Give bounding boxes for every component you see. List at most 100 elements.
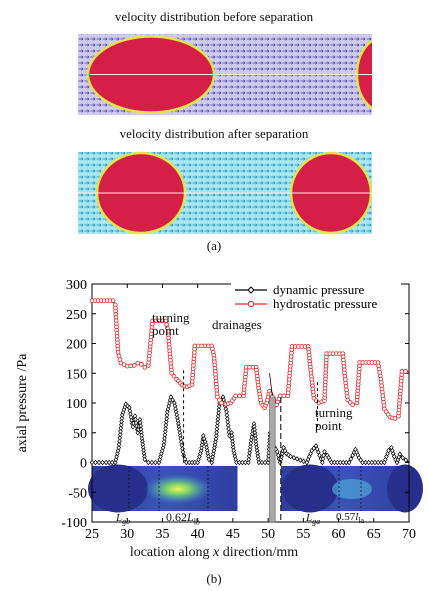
- legend-label: hydrostatic pressure: [273, 296, 378, 311]
- dynamic-marker: [400, 454, 405, 461]
- dynamic-marker: [119, 415, 125, 421]
- dynamic-marker: [215, 422, 220, 429]
- dynamic-marker: [89, 459, 95, 466]
- panel-b-label: (b): [206, 571, 222, 586]
- dynamic-marker: [335, 459, 340, 466]
- dynamic-marker: [309, 447, 315, 454]
- y-tick-label: 50: [73, 427, 87, 442]
- dynamic-marker: [161, 441, 167, 448]
- hydrostatic-marker: [110, 298, 116, 303]
- dynamic-marker: [234, 459, 239, 466]
- label-L-gb: Lgb: [116, 512, 131, 527]
- x-tick-label: 65: [367, 527, 381, 542]
- dynamic-marker: [340, 459, 346, 466]
- inset-left-bubble: [88, 464, 148, 513]
- dynamic-marker: [320, 456, 326, 462]
- dynamic-marker: [162, 435, 167, 441]
- dynamic-marker: [360, 459, 365, 466]
- hydrostatic-marker: [142, 364, 148, 370]
- dynamic-marker: [162, 432, 168, 438]
- dynamic-marker: [93, 459, 98, 466]
- x-tick-label: 30: [120, 527, 134, 542]
- dynamic-marker: [298, 457, 303, 463]
- dynamic-marker: [212, 441, 218, 448]
- y-tick-label: 200: [66, 338, 87, 353]
- dynamic-marker: [403, 457, 409, 463]
- dynamic-marker: [106, 459, 112, 466]
- hydrostatic-marker: [217, 397, 222, 403]
- y-tick-label: -50: [68, 486, 87, 501]
- dynamic-marker: [215, 416, 221, 422]
- dynamic-marker: [209, 459, 215, 466]
- drainages-label: drainages: [212, 317, 262, 332]
- dynamic-marker: [294, 456, 300, 462]
- dynamic-marker: [118, 425, 124, 431]
- dynamic-marker: [256, 459, 262, 466]
- y-tick-label: 250: [66, 308, 87, 323]
- x-tick-label: 60: [332, 527, 346, 542]
- dynamic-marker: [211, 447, 217, 454]
- dynamic-marker: [164, 415, 169, 422]
- x-tick-label: 70: [402, 527, 416, 542]
- y-tick-label: 0: [80, 457, 87, 472]
- y-tick-label: 100: [66, 397, 87, 412]
- x-axis-title: location along x direction/mm: [129, 545, 299, 560]
- dynamic-marker: [343, 459, 349, 466]
- dynamic-marker: [199, 444, 204, 451]
- dynamic-marker: [96, 459, 102, 466]
- dynamic-marker: [317, 452, 322, 459]
- legend-label: dynamic pressure: [273, 282, 365, 297]
- dynamic-marker: [246, 459, 251, 466]
- dynamic-marker: [164, 418, 169, 425]
- dynamic-marker: [118, 421, 124, 428]
- dynamic-marker: [397, 451, 403, 457]
- dynamic-marker: [214, 429, 219, 435]
- dynamic-marker: [262, 459, 268, 466]
- label-L-lb: 0.62Llb: [166, 510, 200, 527]
- dynamic-marker: [210, 456, 215, 463]
- hydrostatic-marker: [219, 400, 224, 406]
- dynamic-marker: [240, 459, 245, 466]
- dynamic-marker: [112, 459, 118, 466]
- hydrostatic-marker: [281, 393, 287, 399]
- label-L-la: 0.57lla: [336, 511, 365, 526]
- inset-right-bubble-2: [387, 464, 423, 513]
- y-tick-label: 150: [66, 367, 87, 382]
- y-tick-label: 300: [66, 278, 87, 293]
- dynamic-marker: [164, 412, 170, 418]
- panel-a-title-after: velocity distribution after separation: [119, 126, 309, 141]
- panel-a-title-before: velocity distribution before separation: [114, 9, 314, 24]
- dynamic-marker: [103, 459, 109, 466]
- dynamic-marker: [369, 459, 375, 466]
- dynamic-marker: [386, 447, 391, 454]
- hydrostatic-marker: [171, 373, 177, 379]
- dynamic-marker: [301, 458, 306, 465]
- dynamic-marker: [237, 459, 242, 466]
- dynamic-marker: [114, 453, 119, 460]
- dynamic-marker: [363, 459, 368, 466]
- dynamic-marker: [214, 426, 220, 432]
- dynamic-marker: [291, 454, 297, 461]
- dynamic-marker: [248, 440, 254, 446]
- x-tick-label: 50: [261, 527, 275, 542]
- dynamic-marker: [117, 438, 122, 444]
- dynamic-marker: [346, 459, 352, 466]
- dynamic-marker: [116, 441, 122, 448]
- dynamic-marker: [109, 459, 115, 466]
- dynamic-marker: [165, 409, 170, 415]
- x-tick-label: 45: [226, 527, 240, 542]
- dynamic-marker: [116, 444, 122, 451]
- hydrostatic-marker: [215, 394, 220, 400]
- dynamic-marker: [213, 435, 219, 442]
- dynamic-marker: [168, 394, 174, 400]
- x-tick-label: 40: [191, 527, 205, 542]
- dynamic-marker: [163, 428, 168, 435]
- dynamic-marker: [198, 447, 204, 454]
- dynamic-marker: [246, 453, 252, 459]
- dynamic-marker: [329, 459, 334, 466]
- turning-point-2-label: turning point: [315, 405, 353, 433]
- x-tick-label: 35: [155, 527, 169, 542]
- hydrostatic-marker: [237, 393, 242, 399]
- dynamic-marker: [247, 446, 253, 453]
- dynamic-marker: [142, 456, 148, 463]
